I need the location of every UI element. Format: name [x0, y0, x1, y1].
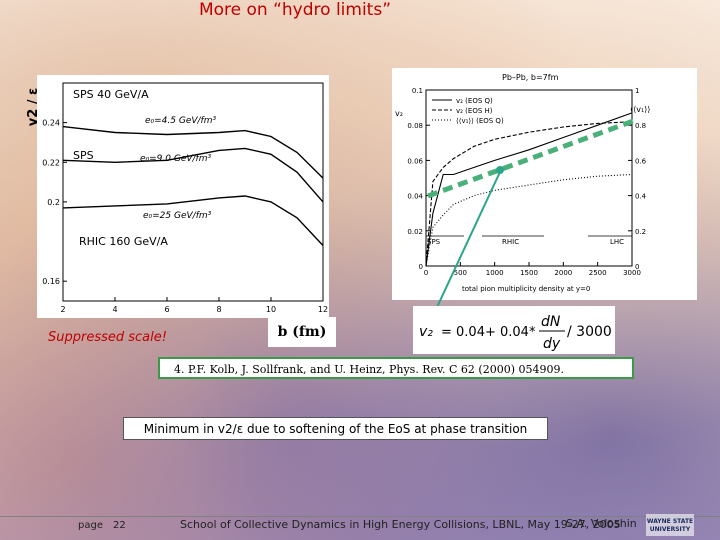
y2-tick-label: 0.2: [635, 228, 646, 236]
series-line: [62, 147, 324, 203]
legend-item: ⟨⟨v₁⟩⟩ (EOS Q): [456, 117, 504, 125]
x-tick-label: 1000: [486, 269, 504, 277]
author-name: S.A. Voloshin: [566, 517, 637, 530]
right-plot-ylabel-left: v₂: [395, 109, 403, 118]
y-tick-label: 0.22: [42, 158, 60, 167]
formula-arrow: [431, 171, 501, 319]
series-line: [425, 121, 633, 267]
formula-lhs: v₂: [419, 324, 433, 340]
y-tick-label: 0.2: [47, 198, 60, 207]
y-tick-label: 0: [419, 263, 423, 271]
university-logo: WAYNE STATE UNIVERSITY: [646, 514, 694, 536]
x-tick-label: 1500: [520, 269, 538, 277]
y2-tick-label: 0.8: [635, 122, 646, 130]
suppressed-scale-note: Suppressed scale!: [48, 330, 167, 345]
y2-tick-label: 1: [635, 87, 639, 95]
x-tick-label: 2000: [554, 269, 572, 277]
y-tick-label: 0.1: [412, 87, 423, 95]
y2-tick-label: 0: [635, 263, 639, 271]
y-tick-label: 0.04: [407, 193, 423, 201]
x-tick-label: 6: [164, 305, 169, 314]
arrow-point: [496, 166, 504, 174]
region-markers: SPS RHIC LHC: [426, 235, 632, 246]
y-tick-label: 0.02: [407, 228, 423, 236]
formula-box: v₂ = 0.04+ 0.04* dN dy / 3000: [413, 306, 615, 354]
left-plot: 2 4 6 8 10 12 0.16 0.2 0.22 0.24 SPS 40 GeV/A e₀=…: [37, 75, 329, 318]
y-tick-label: 0.08: [407, 122, 423, 130]
label-e1: e₀=4.5 GeV/fm³: [145, 116, 216, 126]
conference-title: School of Collective Dynamics in High En…: [180, 518, 621, 531]
x-tick-label: 8: [216, 305, 221, 314]
y-tick-label: 0.16: [42, 277, 60, 286]
legend-item: v₂ (EOS H): [456, 107, 493, 115]
right-plot-axes: 0 500 1000 1500 2000 2500 300000.020.040.060.0…: [407, 87, 646, 277]
right-plot: 0 500 1000 1500 2000 2500 300000.020.040.060.0…: [392, 68, 697, 300]
series-line: [425, 112, 633, 267]
region-lhc: LHC: [610, 238, 624, 246]
x-tick-label: 4: [112, 305, 117, 314]
region-sps: SPS: [427, 238, 441, 246]
legend-item: v₂ (EOS Q): [456, 97, 493, 105]
left-xlabel: b (fm): [268, 317, 336, 347]
formula-numerator: dN: [541, 314, 561, 330]
x-tick-label: 0: [424, 269, 428, 277]
region-rhic: RHIC: [502, 238, 519, 246]
formula-tail: / 3000: [567, 324, 612, 340]
highlight-dashed-line: [427, 117, 637, 199]
label-sps40: SPS 40 GeV/A: [73, 88, 149, 101]
formula-denominator: dy: [543, 336, 561, 352]
right-plot-title: Pb–Pb, b=7fm: [502, 73, 559, 82]
left-plot-axes: 2 4 6 8 10 12 0.16 0.2 0.22 0.24: [42, 82, 328, 314]
x-tick-label: 12: [318, 305, 328, 314]
label-e3: e₀=25 GeV/fm³: [143, 211, 212, 221]
x-tick-label: 2500: [589, 269, 607, 277]
x-tick-label: 3000: [623, 269, 641, 277]
series-line: [62, 195, 324, 246]
page-label: page: [78, 520, 103, 531]
y-tick-label: 0.24: [42, 119, 60, 128]
right-plot-xlabel: total pion multiplicity density at y=0: [462, 285, 590, 293]
label-sps: SPS: [73, 149, 94, 162]
left-plot-lines: [62, 125, 324, 246]
plot-frame: [62, 82, 324, 302]
svg-text:UNIVERSITY: UNIVERSITY: [650, 526, 691, 533]
label-e2: e₀=9.0 GeV/fm³: [140, 154, 211, 164]
right-plot-ylabel-right: ⟨⟨v₁⟩⟩: [630, 105, 650, 114]
x-tick-label: 10: [266, 305, 276, 314]
right-plot-lines: [425, 112, 633, 267]
svg-text:WAYNE STATE: WAYNE STATE: [647, 518, 693, 525]
series-line: [62, 125, 324, 179]
right-plot-legend: v₂ (EOS Q) v₂ (EOS H) ⟨⟨v₁⟩⟩ (EOS Q): [432, 97, 504, 125]
reference-box: 4. P.F. Kolb, J. Sollfrank, and U. Heinz…: [158, 357, 634, 379]
slide-title: More on “hydro limits”: [198, 0, 392, 20]
formula-rhs: = 0.04+ 0.04*: [441, 325, 536, 340]
x-tick-label: 500: [454, 269, 467, 277]
label-rhic: RHIC 160 GeV/A: [79, 235, 168, 248]
x-tick-label: 2: [60, 305, 65, 314]
y-tick-label: 0.06: [407, 157, 423, 165]
y2-tick-label: 0.6: [635, 157, 647, 165]
caption-box: Minimum in v2/ε due to softening of the …: [123, 417, 548, 440]
footer-divider: [0, 516, 720, 517]
page-number: 22: [113, 520, 126, 531]
y2-tick-label: 0.4: [635, 193, 647, 201]
